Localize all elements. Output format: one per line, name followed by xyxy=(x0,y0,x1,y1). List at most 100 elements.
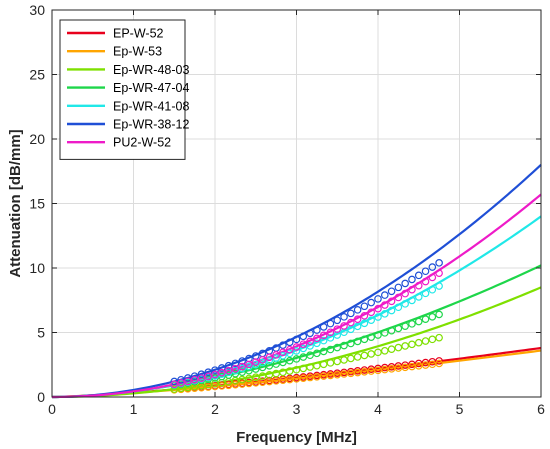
marker-Ep-WR-38-12 xyxy=(380,291,389,299)
marker-Ep-WR-47-04 xyxy=(428,313,437,321)
marker-PU2-W-52 xyxy=(299,340,308,348)
marker-Ep-WR-47-04 xyxy=(408,320,416,328)
marker-Ep-WR-38-12 xyxy=(428,263,437,271)
marker-PU2-W-52 xyxy=(333,325,342,333)
marker-Ep-WR-38-12 xyxy=(394,283,403,292)
marker-Ep-WR-48-03 xyxy=(394,343,403,352)
marker-Ep-WR-38-12 xyxy=(224,361,233,370)
marker-Ep-W-53 xyxy=(435,359,443,368)
marker-PU2-W-52 xyxy=(421,277,430,286)
marker-Ep-WR-48-03 xyxy=(387,345,396,353)
marker-PU2-W-52 xyxy=(231,364,240,373)
marker-PU2-W-52 xyxy=(374,304,382,313)
marker-Ep-WR-47-04 xyxy=(313,349,321,358)
marker-PU2-W-52 xyxy=(258,355,267,364)
marker-PU2-W-52 xyxy=(238,362,246,371)
marker-PU2-W-52 xyxy=(401,289,409,298)
marker-Ep-WR-47-04 xyxy=(306,351,314,360)
marker-Ep-WR-47-04 xyxy=(231,369,240,378)
legend-label: Ep-WR-41-08 xyxy=(113,99,189,113)
marker-Ep-WR-38-12 xyxy=(184,374,192,382)
marker-PU2-W-52 xyxy=(170,380,179,389)
marker-Ep-WR-48-03 xyxy=(408,340,416,349)
marker-PU2-W-52 xyxy=(353,315,362,324)
marker-Ep-WR-41-08 xyxy=(353,322,362,331)
marker-Ep-WR-38-12 xyxy=(313,326,321,334)
marker-Ep-WR-48-03 xyxy=(306,363,314,371)
fit-curve-Ep-WR-38-12 xyxy=(51,163,542,399)
marker-Ep-WR-47-04 xyxy=(414,317,423,326)
y-tick-label: 5 xyxy=(37,325,45,341)
marker-Ep-WR-38-12 xyxy=(217,364,226,372)
marker-PU2-W-52 xyxy=(428,273,437,282)
axis-ticks: 0 1 2 3 4 5 6 0 5 10 15 20 25 30 xyxy=(29,2,545,417)
marker-Ep-WR-48-03 xyxy=(414,338,423,347)
marker-Ep-WR-41-08 xyxy=(326,334,335,342)
marker-Ep-WR-38-12 xyxy=(326,319,335,328)
marker-PU2-W-52 xyxy=(177,379,185,387)
marker-Ep-WR-38-12 xyxy=(211,366,219,374)
y-tick-label: 30 xyxy=(29,2,45,18)
marker-Ep-WR-38-12 xyxy=(360,302,369,311)
x-axis-label: Frequency [MHz] xyxy=(236,429,357,446)
marker-PU2-W-52 xyxy=(265,353,274,362)
marker-Ep-WR-38-12 xyxy=(319,323,328,331)
marker-PU2-W-52 xyxy=(204,372,213,381)
legend-label: Ep-WR-47-04 xyxy=(113,81,189,95)
marker-Ep-WR-48-03 xyxy=(421,337,430,345)
marker-PU2-W-52 xyxy=(245,360,253,369)
marker-Ep-WR-41-08 xyxy=(319,336,328,345)
marker-Ep-WR-38-12 xyxy=(170,377,179,386)
marker-Ep-WR-38-12 xyxy=(299,332,308,341)
marker-PU2-W-52 xyxy=(340,322,348,330)
x-tick-label: 5 xyxy=(456,401,464,417)
x-tick-label: 1 xyxy=(130,401,138,417)
marker-Ep-WR-48-03 xyxy=(374,348,382,357)
marker-PU2-W-52 xyxy=(279,348,287,357)
marker-Ep-WR-48-03 xyxy=(285,367,294,375)
marker-Ep-WR-41-08 xyxy=(408,296,416,305)
measured-markers xyxy=(170,259,443,394)
fit-curve-PU2-W-52 xyxy=(51,193,542,399)
marker-PU2-W-52 xyxy=(224,366,233,375)
y-tick-label: 0 xyxy=(37,389,45,405)
marker-Ep-WR-48-03 xyxy=(326,359,335,367)
marker-Ep-WR-38-12 xyxy=(333,316,342,325)
marker-Ep-WR-48-03 xyxy=(360,351,369,360)
marker-Ep-WR-38-12 xyxy=(387,287,396,296)
x-tick-label: 3 xyxy=(293,401,301,417)
marker-Ep-WR-48-03 xyxy=(292,365,301,374)
marker-PU2-W-52 xyxy=(285,345,294,354)
marker-Ep-WR-47-04 xyxy=(319,347,328,356)
marker-Ep-WR-47-04 xyxy=(340,341,348,350)
legend: EP-W-52 Ep-W-53 Ep-WR-48-03 Ep-WR-47-04 Ep-W… xyxy=(59,19,189,160)
legend-label: PU2-W-52 xyxy=(113,136,171,150)
legend-box xyxy=(59,19,186,160)
marker-Ep-WR-41-08 xyxy=(313,339,321,348)
marker-Ep-WR-38-12 xyxy=(306,329,314,338)
marker-PU2-W-52 xyxy=(306,337,314,346)
marker-Ep-WR-38-12 xyxy=(435,259,443,267)
marker-Ep-WR-41-08 xyxy=(421,289,430,298)
marker-Ep-WR-48-03 xyxy=(380,346,389,355)
marker-Ep-WR-41-08 xyxy=(367,316,376,325)
marker-PU2-W-52 xyxy=(394,293,403,302)
marker-Ep-WR-41-08 xyxy=(435,282,443,290)
y-tick-label: 20 xyxy=(29,131,45,147)
marker-Ep-WR-41-08 xyxy=(380,310,389,318)
marker-PU2-W-52 xyxy=(184,377,192,386)
marker-PU2-W-52 xyxy=(292,343,301,351)
marker-Ep-WR-38-12 xyxy=(292,335,301,344)
marker-Ep-WR-47-04 xyxy=(238,368,246,376)
marker-Ep-WR-48-03 xyxy=(340,356,348,364)
marker-Ep-WR-41-08 xyxy=(292,347,301,355)
marker-Ep-WR-38-12 xyxy=(421,267,430,276)
marker-Ep-WR-48-03 xyxy=(299,364,308,373)
marker-Ep-WR-38-12 xyxy=(353,306,362,314)
marker-Ep-WR-48-03 xyxy=(435,333,443,342)
marker-Ep-WR-38-12 xyxy=(238,357,246,365)
marker-Ep-WR-47-04 xyxy=(326,345,335,354)
marker-Ep-WR-38-12 xyxy=(204,368,213,376)
legend-label: EP-W-52 xyxy=(113,27,164,41)
